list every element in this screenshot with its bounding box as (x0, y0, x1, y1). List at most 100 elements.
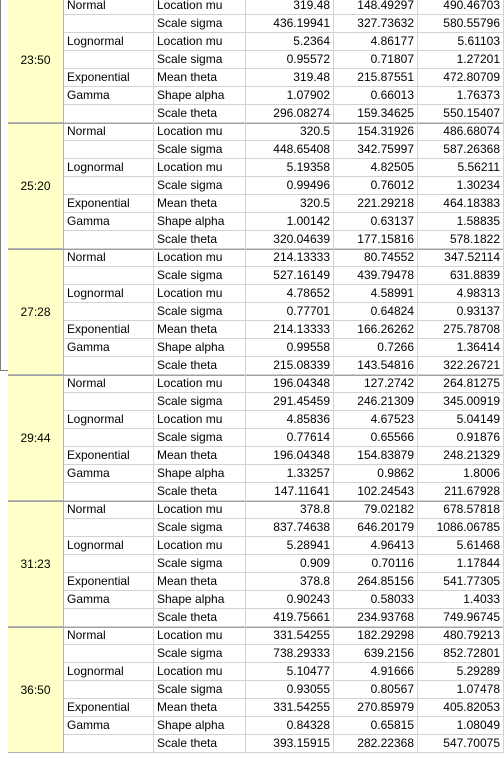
estimate-cell[interactable]: 320.5 (246, 123, 334, 141)
lower-bound-cell[interactable]: 159.34625 (334, 105, 418, 123)
upper-bound-cell[interactable]: 5.61468 (418, 537, 504, 555)
upper-bound-cell[interactable]: 1086.06785 (418, 519, 504, 537)
distribution-cell[interactable]: Gamma (64, 717, 154, 735)
estimate-cell[interactable]: 419.75661 (246, 609, 334, 627)
parameter-cell[interactable]: Scale theta (154, 735, 246, 753)
upper-bound-cell[interactable]: 275.78708 (418, 321, 504, 339)
lower-bound-cell[interactable]: 0.9862 (334, 465, 418, 483)
distribution-cell[interactable] (64, 177, 154, 195)
lower-bound-cell[interactable]: 264.85156 (334, 573, 418, 591)
lower-bound-cell[interactable]: 0.71807 (334, 51, 418, 69)
time-label[interactable]: 27:28 (8, 249, 64, 375)
distribution-cell[interactable] (64, 231, 154, 249)
estimate-cell[interactable]: 331.54255 (246, 627, 334, 645)
parameter-cell[interactable]: Scale sigma (154, 519, 246, 537)
lower-bound-cell[interactable]: 148.49297 (334, 0, 418, 15)
estimate-cell[interactable]: 0.77614 (246, 429, 334, 447)
distribution-cell[interactable]: Normal (64, 375, 154, 393)
estimate-cell[interactable]: 1.00142 (246, 213, 334, 231)
upper-bound-cell[interactable]: 1.17844 (418, 555, 504, 573)
upper-bound-cell[interactable]: 1.76373 (418, 87, 504, 105)
distribution-cell[interactable]: Lognormal (64, 537, 154, 555)
upper-bound-cell[interactable]: 578.1822 (418, 231, 504, 249)
distribution-cell[interactable] (64, 303, 154, 321)
time-label[interactable]: 23:50 (8, 0, 64, 123)
upper-bound-cell[interactable]: 486.68074 (418, 123, 504, 141)
upper-bound-cell[interactable]: 547.70075 (418, 735, 504, 753)
lower-bound-cell[interactable]: 646.20179 (334, 519, 418, 537)
estimate-cell[interactable]: 0.90243 (246, 591, 334, 609)
parameter-cell[interactable]: Mean theta (154, 321, 246, 339)
parameter-cell[interactable]: Scale theta (154, 231, 246, 249)
distribution-cell[interactable]: Normal (64, 627, 154, 645)
distribution-cell[interactable] (64, 141, 154, 159)
lower-bound-cell[interactable]: 127.2742 (334, 375, 418, 393)
estimate-cell[interactable]: 320.5 (246, 195, 334, 213)
estimate-cell[interactable]: 320.04639 (246, 231, 334, 249)
parameter-cell[interactable]: Location mu (154, 501, 246, 519)
estimate-cell[interactable]: 4.78652 (246, 285, 334, 303)
parameter-cell[interactable]: Location mu (154, 0, 246, 15)
estimate-cell[interactable]: 196.04348 (246, 375, 334, 393)
parameter-cell[interactable]: Scale sigma (154, 393, 246, 411)
parameter-cell[interactable]: Shape alpha (154, 717, 246, 735)
estimate-cell[interactable]: 0.99496 (246, 177, 334, 195)
upper-bound-cell[interactable]: 1.58835 (418, 213, 504, 231)
parameter-cell[interactable]: Mean theta (154, 573, 246, 591)
estimate-cell[interactable]: 1.33257 (246, 465, 334, 483)
lower-bound-cell[interactable]: 0.64824 (334, 303, 418, 321)
distribution-cell[interactable]: Gamma (64, 339, 154, 357)
upper-bound-cell[interactable]: 248.21329 (418, 447, 504, 465)
distribution-cell[interactable]: Normal (64, 249, 154, 267)
estimate-cell[interactable]: 0.77701 (246, 303, 334, 321)
upper-bound-cell[interactable]: 1.8006 (418, 465, 504, 483)
distribution-cell[interactable]: Exponential (64, 573, 154, 591)
parameter-cell[interactable]: Scale sigma (154, 303, 246, 321)
parameter-cell[interactable]: Scale sigma (154, 51, 246, 69)
distribution-cell[interactable] (64, 519, 154, 537)
estimate-cell[interactable]: 296.08274 (246, 105, 334, 123)
estimate-cell[interactable]: 214.13333 (246, 249, 334, 267)
parameter-cell[interactable]: Location mu (154, 249, 246, 267)
upper-bound-cell[interactable]: 1.27201 (418, 51, 504, 69)
distribution-cell[interactable]: Gamma (64, 591, 154, 609)
estimate-cell[interactable]: 4.85836 (246, 411, 334, 429)
distribution-cell[interactable]: Lognormal (64, 663, 154, 681)
distribution-cell[interactable]: Normal (64, 501, 154, 519)
upper-bound-cell[interactable]: 852.72801 (418, 645, 504, 663)
parameter-cell[interactable]: Shape alpha (154, 591, 246, 609)
lower-bound-cell[interactable]: 270.85979 (334, 699, 418, 717)
lower-bound-cell[interactable]: 143.54816 (334, 357, 418, 375)
lower-bound-cell[interactable]: 439.79478 (334, 267, 418, 285)
lower-bound-cell[interactable]: 0.76012 (334, 177, 418, 195)
lower-bound-cell[interactable]: 102.24543 (334, 483, 418, 501)
parameter-cell[interactable]: Location mu (154, 123, 246, 141)
estimate-cell[interactable]: 0.93055 (246, 681, 334, 699)
lower-bound-cell[interactable]: 0.63137 (334, 213, 418, 231)
lower-bound-cell[interactable]: 342.75997 (334, 141, 418, 159)
estimate-cell[interactable]: 0.99558 (246, 339, 334, 357)
distribution-cell[interactable] (64, 681, 154, 699)
parameter-cell[interactable]: Scale sigma (154, 555, 246, 573)
upper-bound-cell[interactable]: 5.61103 (418, 33, 504, 51)
upper-bound-cell[interactable]: 550.15407 (418, 105, 504, 123)
estimate-cell[interactable]: 0.909 (246, 555, 334, 573)
distribution-cell[interactable]: Normal (64, 123, 154, 141)
upper-bound-cell[interactable]: 678.57818 (418, 501, 504, 519)
parameter-cell[interactable]: Mean theta (154, 699, 246, 717)
distribution-cell[interactable]: Lognormal (64, 33, 154, 51)
time-label[interactable]: 29:44 (8, 375, 64, 501)
lower-bound-cell[interactable]: 0.65566 (334, 429, 418, 447)
upper-bound-cell[interactable]: 0.93137 (418, 303, 504, 321)
lower-bound-cell[interactable]: 177.15816 (334, 231, 418, 249)
lower-bound-cell[interactable]: 0.7266 (334, 339, 418, 357)
estimate-cell[interactable]: 319.48 (246, 0, 334, 15)
lower-bound-cell[interactable]: 80.74552 (334, 249, 418, 267)
distribution-cell[interactable] (64, 393, 154, 411)
distribution-cell[interactable]: Exponential (64, 321, 154, 339)
lower-bound-cell[interactable]: 4.67523 (334, 411, 418, 429)
parameter-cell[interactable]: Scale theta (154, 483, 246, 501)
parameter-cell[interactable]: Location mu (154, 159, 246, 177)
distribution-cell[interactable] (64, 105, 154, 123)
distribution-cell[interactable]: Gamma (64, 213, 154, 231)
